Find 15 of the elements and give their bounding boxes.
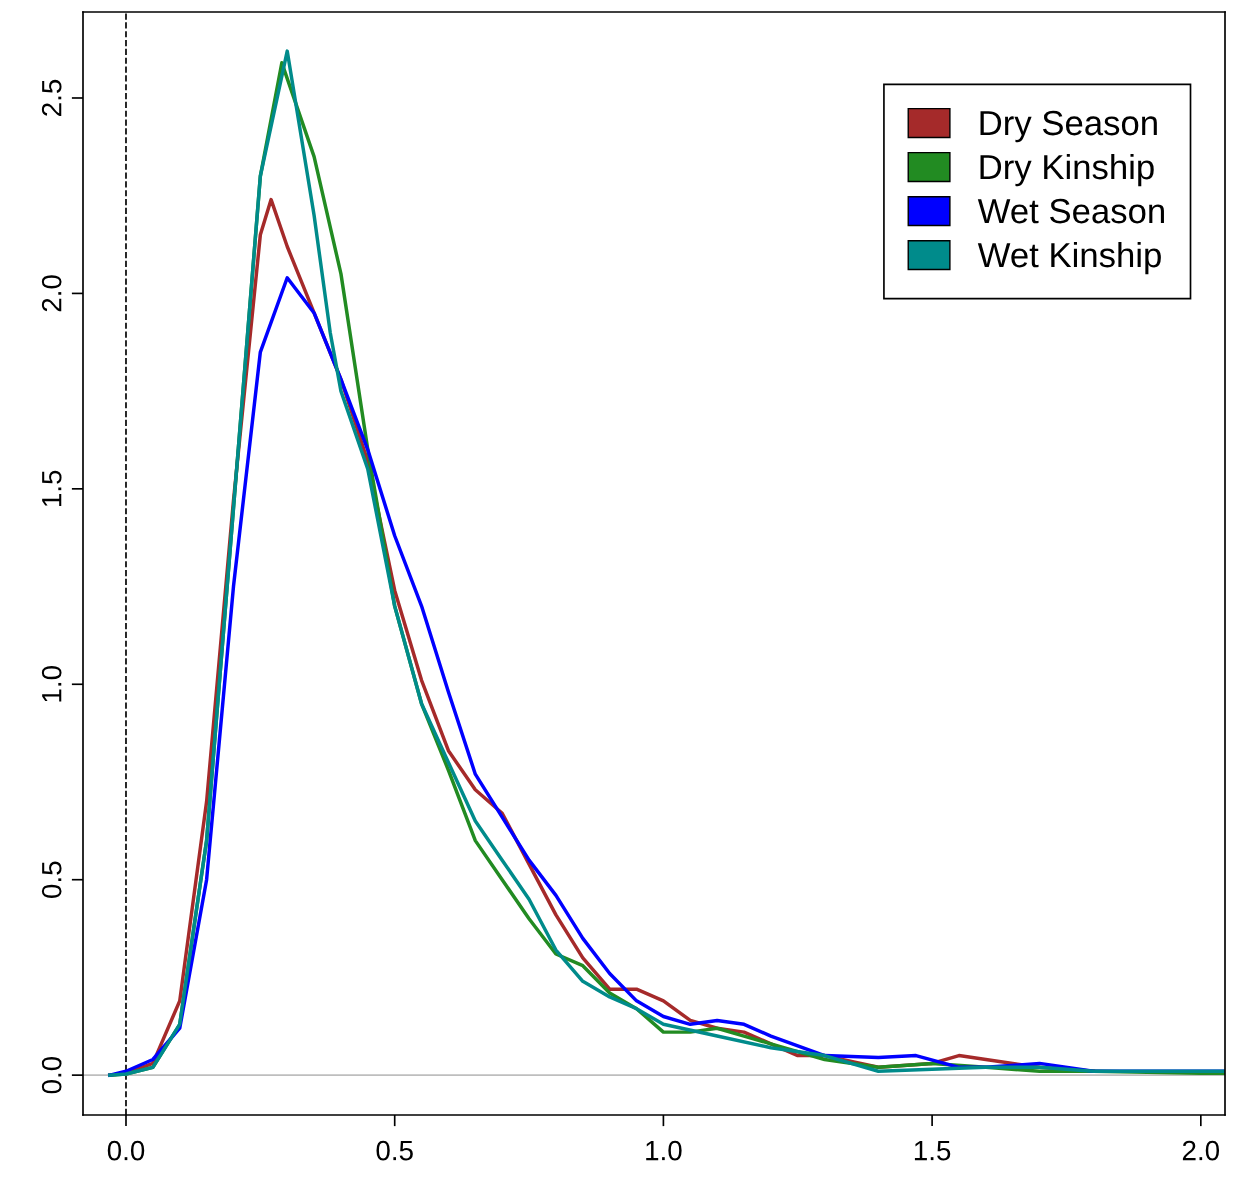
- y-tick-label: 2.0: [41, 275, 62, 312]
- y-tick-label: 2.5: [41, 79, 62, 116]
- y-tick-label: 1.0: [41, 666, 62, 702]
- legend-label: Wet Season: [977, 198, 1164, 224]
- y-tick-label: 1.5: [42, 470, 62, 507]
- x-tick-label: 0.5: [376, 1140, 413, 1161]
- y-tick-label: 0.0: [41, 1056, 62, 1094]
- x-tick-label: 2.0: [1182, 1140, 1220, 1161]
- y-tick-label: 0.5: [41, 861, 62, 898]
- x-tick-label: 1.5: [914, 1141, 951, 1161]
- legend-label: Dry Season: [980, 110, 1157, 143]
- legend-label: Dry Kinship: [980, 153, 1154, 187]
- x-tick-label: 1.0: [646, 1140, 682, 1161]
- legend-label: Wet Kinship: [977, 241, 1161, 275]
- x-tick-label: 0.0: [107, 1140, 145, 1161]
